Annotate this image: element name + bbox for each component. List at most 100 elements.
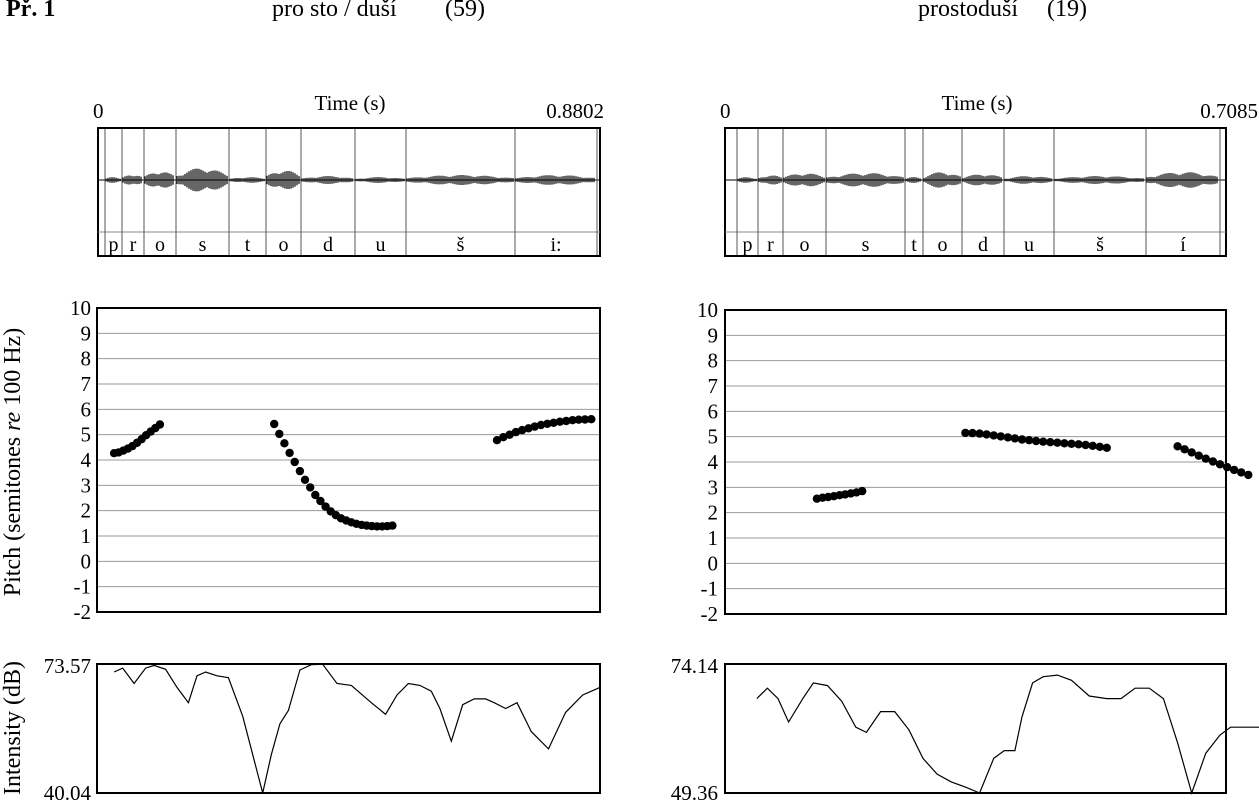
segment-label: o bbox=[938, 234, 948, 256]
right-time-start: 0 bbox=[720, 99, 731, 123]
pitch-point bbox=[1215, 460, 1225, 469]
segment-label: o bbox=[800, 234, 810, 256]
segment-label: o bbox=[155, 234, 165, 256]
pitch-point bbox=[1187, 448, 1196, 457]
waveform-segment bbox=[105, 177, 121, 183]
left-pitch-grid bbox=[97, 307, 600, 613]
pitch-tick-label: -1 bbox=[701, 577, 719, 601]
segment-label: p bbox=[109, 234, 119, 256]
pitch-tick-label: 10 bbox=[70, 296, 91, 320]
pitch-point bbox=[1208, 457, 1218, 466]
right-intensity-line bbox=[756, 674, 1259, 795]
pitch-point bbox=[280, 439, 289, 448]
pitch-tick-label: 4 bbox=[81, 448, 92, 472]
pitch-point bbox=[568, 416, 577, 425]
pitch-point bbox=[555, 417, 565, 426]
pitch-point bbox=[155, 420, 165, 429]
pitch-point bbox=[580, 415, 590, 424]
pitch-point bbox=[1046, 438, 1055, 447]
pitch-point bbox=[982, 430, 991, 439]
pitch-tick-label: 8 bbox=[708, 349, 719, 373]
left-pitch-plot-frame bbox=[96, 307, 601, 613]
intensity-axis-title: Intensity (dB) bbox=[0, 661, 26, 795]
pitch-point bbox=[1039, 437, 1048, 446]
segment-label: í bbox=[1180, 234, 1186, 256]
right-waveform-box bbox=[724, 127, 1227, 257]
pitch-tick-label: 6 bbox=[81, 397, 92, 421]
pitch-point bbox=[290, 457, 299, 467]
pitch-point bbox=[1060, 439, 1069, 448]
waveform-segment bbox=[301, 176, 353, 184]
pitch-point bbox=[316, 496, 325, 506]
pitch-point bbox=[285, 448, 294, 458]
pitch-point bbox=[270, 419, 279, 429]
waveform-segment bbox=[783, 173, 825, 187]
waveform-segment bbox=[962, 174, 1002, 186]
pitch-tick-label: 8 bbox=[81, 347, 92, 371]
pitch-point bbox=[1222, 462, 1232, 472]
pitch-point bbox=[306, 483, 315, 492]
left-segment-boundaries bbox=[104, 129, 598, 255]
pitch-point bbox=[300, 475, 310, 484]
waveform-segment bbox=[737, 177, 757, 183]
pitch-point bbox=[989, 431, 998, 440]
pitch-point bbox=[1095, 442, 1105, 451]
left-panel-count: (59) bbox=[445, 0, 485, 22]
segment-label: š bbox=[457, 234, 465, 256]
pitch-point bbox=[996, 432, 1005, 441]
pitch-tick-label: 1 bbox=[708, 526, 719, 550]
pitch-point bbox=[574, 415, 583, 424]
pitch-point bbox=[1244, 470, 1253, 480]
pitch-tick-label: 0 bbox=[708, 551, 719, 575]
segment-label: o bbox=[279, 234, 289, 256]
waveform-segment bbox=[905, 177, 921, 183]
pitch-point bbox=[530, 422, 539, 431]
pitch-point bbox=[1088, 441, 1097, 450]
segment-label: r bbox=[130, 234, 137, 256]
right-panel-count: (19) bbox=[1047, 0, 1087, 22]
pitch-point bbox=[518, 425, 527, 435]
waveform-segment bbox=[144, 172, 174, 188]
waveform-segment bbox=[758, 175, 782, 185]
right-intensity-min: 49.36 bbox=[671, 781, 718, 801]
pitch-point bbox=[388, 521, 397, 530]
pitch-point bbox=[543, 419, 552, 428]
pitch-tick-label: 3 bbox=[708, 475, 719, 499]
left-waveform bbox=[98, 168, 600, 192]
pitch-point bbox=[1102, 443, 1112, 452]
example-label: Př. 1 bbox=[6, 0, 56, 22]
waveform-segment bbox=[122, 175, 142, 185]
waveform-segment bbox=[1004, 176, 1052, 184]
pitch-point bbox=[1053, 438, 1062, 447]
pitch-point bbox=[961, 428, 970, 438]
segment-label: s bbox=[199, 234, 207, 256]
pitch-tick-label: 10 bbox=[697, 298, 718, 322]
pitch-point bbox=[1074, 440, 1083, 449]
pitch-point bbox=[975, 429, 984, 438]
pitch-point bbox=[536, 420, 546, 430]
waveform-segment bbox=[826, 173, 904, 187]
waveform-segment bbox=[515, 175, 595, 185]
pitch-tick-label: 7 bbox=[81, 372, 92, 396]
pitch-point bbox=[587, 415, 596, 424]
pitch-tick-label: 2 bbox=[81, 499, 92, 523]
pitch-tick-label: -2 bbox=[74, 600, 92, 624]
pitch-point bbox=[499, 433, 508, 442]
segment-label: t bbox=[245, 234, 251, 256]
left-segment-labels: p r o s t o d u š i: bbox=[109, 234, 562, 256]
right-segment-boundaries bbox=[736, 129, 1221, 255]
segment-label: u bbox=[1024, 234, 1034, 256]
pitch-tick-label: 4 bbox=[708, 450, 719, 474]
waveform-segment bbox=[355, 177, 405, 183]
pitch-point bbox=[1180, 445, 1189, 454]
waveform-segment bbox=[923, 172, 961, 188]
segment-label: r bbox=[767, 234, 774, 256]
left-waveform-box bbox=[97, 127, 601, 257]
pitch-point bbox=[1173, 442, 1182, 451]
pitch-point bbox=[968, 428, 977, 438]
pitch-point bbox=[1024, 436, 1034, 445]
pitch-point bbox=[311, 490, 320, 500]
left-panel: 0 Time (s) 0.8802 p r o s t o d u š i: 1098765432… bbox=[44, 91, 604, 801]
